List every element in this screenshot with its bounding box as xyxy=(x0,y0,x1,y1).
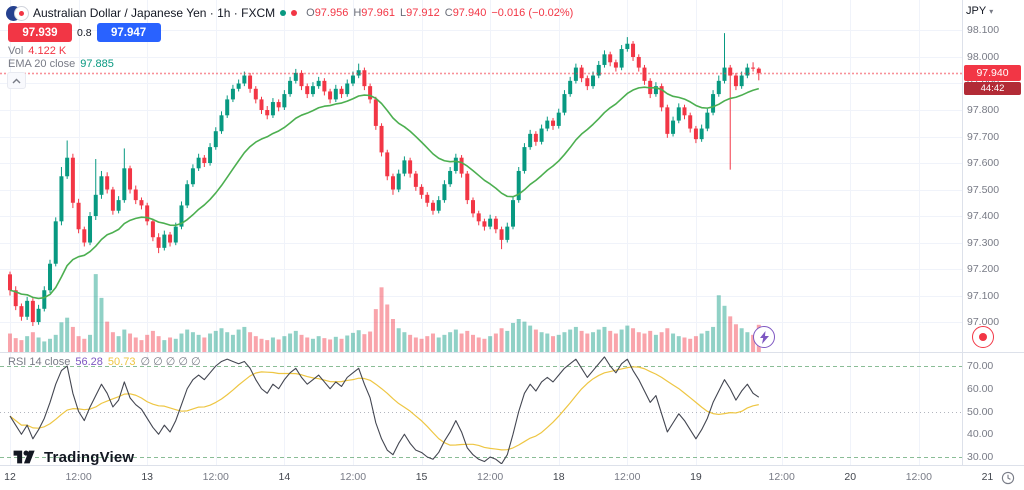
price-tick-label: 97.600 xyxy=(967,157,1000,169)
volume-value: 4.122 K xyxy=(28,45,67,57)
symbol-title[interactable]: Australian Dollar / Japanese Yen · 1h · … xyxy=(33,6,276,20)
time-tick-label: 19 xyxy=(690,471,702,483)
price-tick-label: 97.300 xyxy=(967,236,1000,249)
timezone-clock-button[interactable] xyxy=(1001,471,1015,490)
rsi-tick-label: 40.00 xyxy=(967,428,994,441)
rsi-tick-label: 70.00 xyxy=(967,360,994,372)
price-tick-label: 97.500 xyxy=(967,183,1000,196)
time-tick-label: 12:00 xyxy=(768,471,795,483)
ema-legend: EMA 20 close 97.885 xyxy=(8,58,114,70)
time-tick-label: 12:00 xyxy=(202,471,229,483)
time-tick-label: 21 xyxy=(981,471,994,483)
bar-countdown-badge: 44:42 xyxy=(964,81,1021,95)
rsi-smoothing-value: 50.73 xyxy=(107,355,136,368)
ema-label: EMA 20 close xyxy=(8,58,76,70)
rsi-value: 56.28 xyxy=(75,355,103,368)
pane-collapse-button[interactable] xyxy=(7,72,26,89)
chevron-down-icon: ▾ xyxy=(989,6,994,16)
currency-label: JPY xyxy=(966,5,987,17)
rsi-label: RSI 14 close xyxy=(8,355,71,368)
time-tick-label: 13 xyxy=(141,471,154,483)
bid-ask-row: 97.939 0.8 97.947 xyxy=(8,23,161,42)
price-tick-label: 98.000 xyxy=(967,50,1000,63)
rsi-hidden-values: ∅ ∅ ∅ ∅ ∅ xyxy=(140,356,201,368)
last-price-badge: 97.940 xyxy=(964,64,1021,81)
market-status-dot-teal xyxy=(280,10,287,16)
ohlc-readout: O97.956 H97.961 L97.912 C97.940 −0.016 (… xyxy=(306,7,573,19)
high-label: H xyxy=(353,7,362,19)
rsi-tick-label: 50.00 xyxy=(967,405,994,418)
tradingview-watermark: TradingView xyxy=(12,447,134,467)
price-tick-label: 97.800 xyxy=(967,104,1000,116)
time-tick-label: 14 xyxy=(278,471,291,483)
time-tick-label: 20 xyxy=(844,471,857,483)
time-tick-label: 18 xyxy=(552,471,565,483)
lightning-bolt-icon xyxy=(759,330,769,344)
buy-ask-button[interactable]: 97.947 xyxy=(96,23,161,42)
time-tick-label: 12:00 xyxy=(65,471,92,483)
time-tick-label: 12:00 xyxy=(339,471,367,483)
low-value: 97.912 xyxy=(406,7,440,19)
price-tick-label: 97.100 xyxy=(967,289,1000,302)
sell-bid-button[interactable]: 97.939 xyxy=(8,23,72,42)
price-tick-label: 98.100 xyxy=(967,24,1000,37)
close-label: C xyxy=(444,7,453,19)
watermark-text: TradingView xyxy=(44,448,135,466)
symbol-legend-row[interactable]: Australian Dollar / Japanese Yen · 1h · … xyxy=(6,4,573,22)
price-tick-label: 97.400 xyxy=(967,210,1000,223)
time-tick-label: 12:00 xyxy=(614,471,641,483)
open-value: 97.956 xyxy=(314,7,349,19)
low-label: L xyxy=(399,7,407,19)
tradingview-logo-icon xyxy=(13,450,35,464)
rsi-tick-label: 60.00 xyxy=(967,382,994,395)
volume-label: Vol xyxy=(8,45,24,57)
instant-trade-button[interactable] xyxy=(753,326,775,348)
time-tick-label: 15 xyxy=(415,471,428,483)
price-tick-label: 97.200 xyxy=(967,263,1000,276)
time-tick-label: 12:00 xyxy=(477,471,504,483)
alert-button[interactable] xyxy=(972,326,994,348)
spread-value: 0.8 xyxy=(77,26,92,39)
ema-value: 97.885 xyxy=(80,58,114,70)
volume-legend: Vol 4.122 K xyxy=(8,45,66,57)
time-tick-label: 12 xyxy=(4,471,16,483)
currency-unit-selector[interactable]: JPY ▾ xyxy=(966,5,993,17)
clock-icon xyxy=(1001,471,1015,485)
rsi-legend: RSI 14 close 56.28 50.73 ∅ ∅ ∅ ∅ ∅ xyxy=(8,355,201,369)
close-value: 97.940 xyxy=(452,7,487,19)
open-label: O xyxy=(306,7,315,19)
price-tick-label: 97.000 xyxy=(967,316,1000,329)
time-tick-label: 12:00 xyxy=(905,471,932,483)
record-dot-icon xyxy=(979,333,987,341)
price-tick-label: 97.700 xyxy=(967,130,1000,143)
high-value: 97.961 xyxy=(361,7,395,19)
chevron-up-icon xyxy=(12,78,21,83)
change-value: −0.016 (−0.02%) xyxy=(491,7,574,19)
rsi-tick-label: 30.00 xyxy=(967,451,994,463)
currency-pair-logo-icon xyxy=(6,5,29,21)
market-status-dot-red xyxy=(291,10,298,16)
